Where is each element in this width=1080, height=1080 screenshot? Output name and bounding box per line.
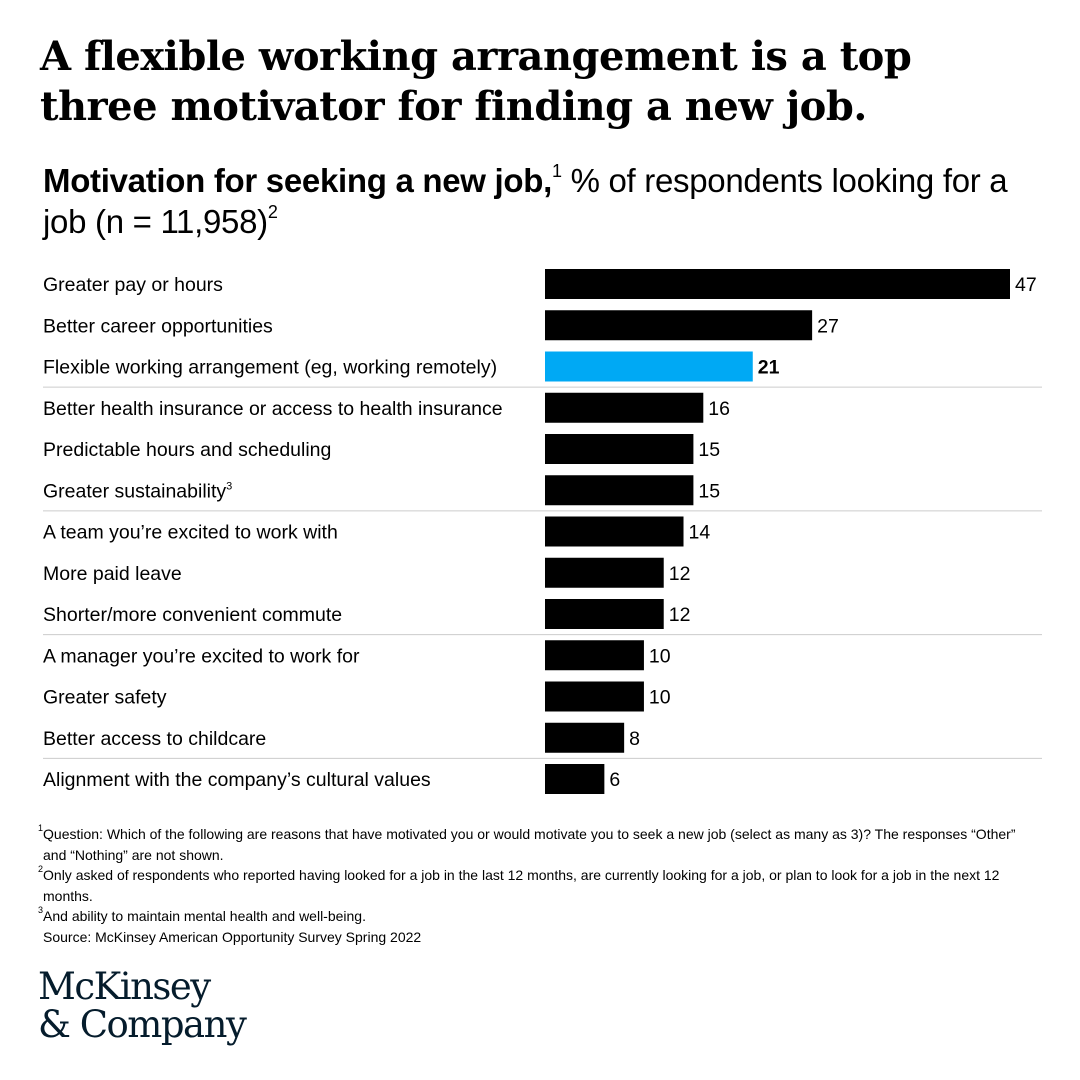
footnote-1-text: Question: Which of the following are rea… bbox=[43, 826, 1016, 863]
bar bbox=[545, 269, 1010, 299]
value-label: 10 bbox=[649, 687, 671, 709]
logo-line-1: McKinsey bbox=[38, 965, 211, 1008]
mckinsey-logo: McKinsey & Company bbox=[38, 965, 247, 1046]
value-label: 27 bbox=[817, 315, 839, 337]
value-label: 15 bbox=[698, 439, 720, 461]
value-label: 16 bbox=[708, 398, 730, 420]
bar bbox=[545, 392, 704, 423]
bar bbox=[545, 599, 664, 629]
footnote-2-text: Only asked of respondents who reported h… bbox=[43, 867, 1000, 904]
footnote-3-text: And ability to maintain mental health an… bbox=[43, 908, 366, 924]
source-note: Source: McKinsey American Opportunity Su… bbox=[43, 928, 422, 945]
bar bbox=[545, 434, 694, 464]
category-footnote-ref: 3 bbox=[226, 480, 232, 492]
bar bbox=[545, 764, 605, 794]
bar bbox=[545, 516, 684, 547]
subtitle-bold: Motivation for seeking a new job, bbox=[43, 162, 552, 199]
chart-subtitle: Motivation for seeking a new job,1 % of … bbox=[43, 160, 1043, 242]
value-label: 47 bbox=[1015, 274, 1037, 296]
bar bbox=[545, 681, 644, 712]
logo-line-2: & Company bbox=[38, 1003, 247, 1046]
value-label: 6 bbox=[609, 769, 620, 791]
value-label: 12 bbox=[669, 563, 691, 585]
bar bbox=[545, 557, 664, 588]
bar bbox=[545, 722, 625, 753]
category-label: Greater sustainability3 bbox=[43, 480, 232, 502]
footnotes: 1Question: Which of the following are re… bbox=[38, 824, 1038, 947]
bar-chart: Greater pay or hours 47 Better career oppo… bbox=[43, 269, 1042, 794]
category-label: Better health insurance or access to hea… bbox=[43, 398, 503, 420]
value-label: 8 bbox=[629, 728, 640, 750]
headline: A flexible working arrangement is a top … bbox=[40, 33, 912, 130]
footnote-3-marker: 3 bbox=[38, 905, 44, 916]
bar bbox=[545, 310, 813, 341]
category-label: Shorter/more convenient commute bbox=[43, 604, 342, 626]
footnote-2-marker: 2 bbox=[38, 864, 44, 875]
category-label: More paid leave bbox=[43, 563, 182, 585]
value-label: 12 bbox=[669, 604, 691, 626]
value-label: 10 bbox=[649, 645, 671, 667]
value-label: 15 bbox=[698, 480, 720, 502]
subtitle-footnote-ref-2: 2 bbox=[267, 202, 278, 222]
category-label: A manager you’re excited to work for bbox=[43, 645, 360, 667]
category-label: A team you’re excited to work with bbox=[43, 522, 338, 544]
subtitle-rest: % of respondents looking for a job (n = … bbox=[43, 162, 1008, 240]
category-label: Better career opportunities bbox=[43, 315, 273, 337]
category-label: Predictable hours and scheduling bbox=[43, 439, 331, 461]
footnote-3: 3And ability to maintain mental health a… bbox=[38, 906, 1038, 927]
value-label: 14 bbox=[689, 522, 711, 544]
footnote-2: 2Only asked of respondents who reported … bbox=[38, 865, 1038, 906]
category-label: Greater pay or hours bbox=[43, 274, 223, 296]
category-label: Flexible working arrangement (eg, workin… bbox=[43, 357, 497, 379]
bar-highlight bbox=[545, 351, 753, 382]
category-label: Alignment with the company’s cultural va… bbox=[43, 769, 431, 791]
subtitle-footnote-ref-1: 1 bbox=[552, 161, 562, 181]
category-label: Greater safety bbox=[43, 687, 167, 709]
value-label: 21 bbox=[758, 357, 780, 379]
footnote-1: 1Question: Which of the following are re… bbox=[38, 824, 1038, 865]
category-label: Better access to childcare bbox=[43, 728, 266, 750]
bar bbox=[545, 475, 694, 506]
footnote-1-marker: 1 bbox=[38, 823, 44, 834]
bar bbox=[545, 640, 644, 671]
